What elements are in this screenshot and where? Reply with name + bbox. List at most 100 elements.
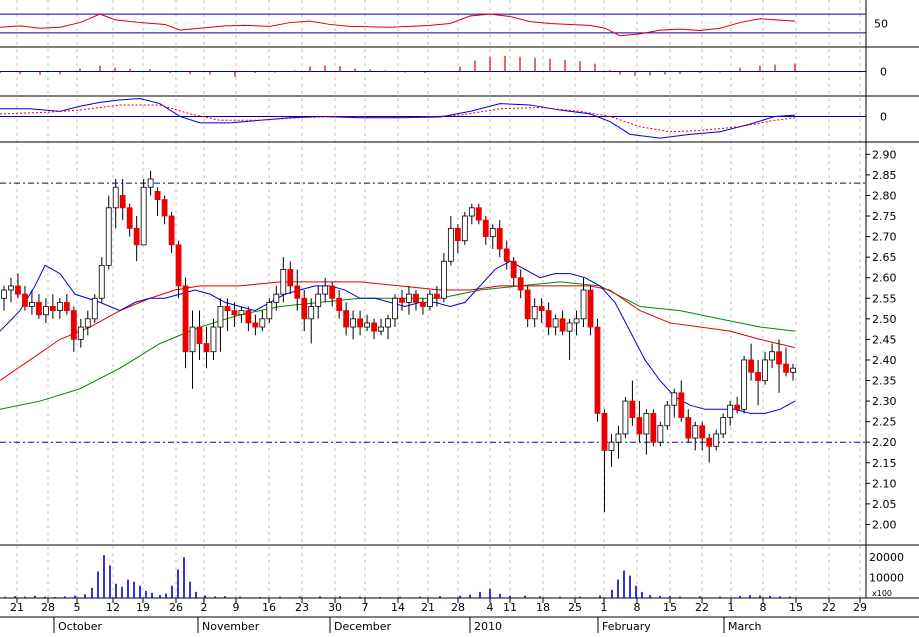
- candle: [70, 310, 77, 340]
- candle: [322, 285, 329, 295]
- candle: [8, 285, 14, 291]
- price-tick-label: 2.40: [872, 354, 897, 367]
- candle: [447, 227, 454, 262]
- price-tick-label: 2.25: [872, 416, 897, 429]
- price-tick-label: 2.65: [872, 251, 897, 264]
- candle: [538, 306, 545, 312]
- x-day-label: 28: [451, 601, 465, 614]
- x-day-label: 1: [601, 601, 608, 614]
- candle: [636, 417, 643, 435]
- candle: [727, 404, 734, 418]
- candle: [280, 269, 287, 295]
- candle: [461, 215, 468, 242]
- candle: [245, 310, 252, 324]
- candle: [657, 425, 664, 443]
- candle: [287, 269, 294, 287]
- candle: [587, 289, 594, 328]
- candle: [210, 326, 217, 353]
- candle: [413, 293, 419, 303]
- x-month-label: March: [728, 620, 762, 633]
- candle: [29, 301, 35, 307]
- x-day-label: 28: [41, 601, 55, 614]
- candle: [364, 322, 370, 328]
- x-day-label: 22: [822, 601, 836, 614]
- candle: [566, 322, 573, 332]
- rsi-line: [0, 13, 796, 37]
- x-day-label: 7: [362, 601, 369, 614]
- candle: [1, 289, 7, 299]
- x-day-label: 11: [503, 601, 517, 614]
- candle: [84, 318, 91, 328]
- x-day-label: 21: [421, 601, 435, 614]
- x-day-label: 23: [295, 601, 309, 614]
- candle: [308, 306, 315, 320]
- candle: [440, 260, 447, 299]
- candle: [454, 227, 461, 242]
- candle: [161, 199, 168, 217]
- candle: [42, 306, 49, 316]
- candle: [475, 207, 482, 221]
- candle: [573, 318, 580, 324]
- candle: [762, 359, 768, 381]
- candle: [692, 425, 699, 439]
- candle: [748, 359, 755, 373]
- x-day-label: 8: [634, 601, 641, 614]
- candle: [601, 413, 608, 451]
- price-tick-label: 2.90: [872, 148, 897, 161]
- candle: [559, 318, 566, 332]
- candle: [147, 178, 154, 188]
- price-tick-label: 2.10: [872, 477, 897, 490]
- candle: [77, 326, 84, 340]
- price-tick-label: 2.15: [872, 457, 897, 470]
- candle: [685, 417, 692, 439]
- price-tick-label: 2.70: [872, 231, 897, 244]
- candle: [112, 186, 119, 209]
- x-day-label: 4: [487, 601, 494, 614]
- x-day-label: 9: [233, 601, 240, 614]
- rsi-tick-label: 50: [874, 18, 888, 31]
- candle: [769, 351, 775, 361]
- candle: [427, 293, 433, 307]
- candle: [406, 293, 412, 303]
- candle: [517, 277, 524, 291]
- candle: [503, 248, 510, 262]
- candle: [105, 207, 112, 266]
- candle: [336, 297, 343, 312]
- candle: [783, 363, 789, 373]
- candle: [175, 244, 182, 287]
- x-day-label: 12: [106, 601, 120, 614]
- x-day-label: 18: [536, 601, 550, 614]
- candle: [196, 326, 203, 344]
- candle: [510, 260, 517, 279]
- ma-fast-line: [0, 260, 796, 414]
- candle: [140, 186, 147, 246]
- candle: [524, 289, 531, 320]
- candle: [63, 301, 70, 312]
- candle: [252, 322, 259, 328]
- x-day-label: 16: [262, 601, 276, 614]
- candle: [671, 392, 678, 406]
- candle: [168, 215, 175, 246]
- x-day-label: 29: [853, 601, 867, 614]
- candle: [650, 413, 657, 443]
- x-month-label: February: [602, 620, 651, 633]
- candle: [399, 297, 405, 303]
- candle: [91, 297, 98, 320]
- x-day-label: 22: [695, 601, 709, 614]
- x-day-label: 15: [789, 601, 803, 614]
- price-tick-label: 2.05: [872, 498, 897, 511]
- candle: [482, 219, 489, 237]
- candle: [56, 301, 63, 312]
- candle: [15, 285, 21, 295]
- x-day-label: 21: [10, 601, 24, 614]
- candle: [594, 326, 601, 414]
- candle: [357, 318, 363, 328]
- candle: [329, 285, 336, 299]
- x-day-label: 15: [663, 601, 677, 614]
- candle: [315, 293, 322, 307]
- candle: [392, 297, 398, 320]
- price-tick-label: 2.45: [872, 333, 897, 346]
- candle: [790, 367, 796, 373]
- candle: [231, 310, 238, 316]
